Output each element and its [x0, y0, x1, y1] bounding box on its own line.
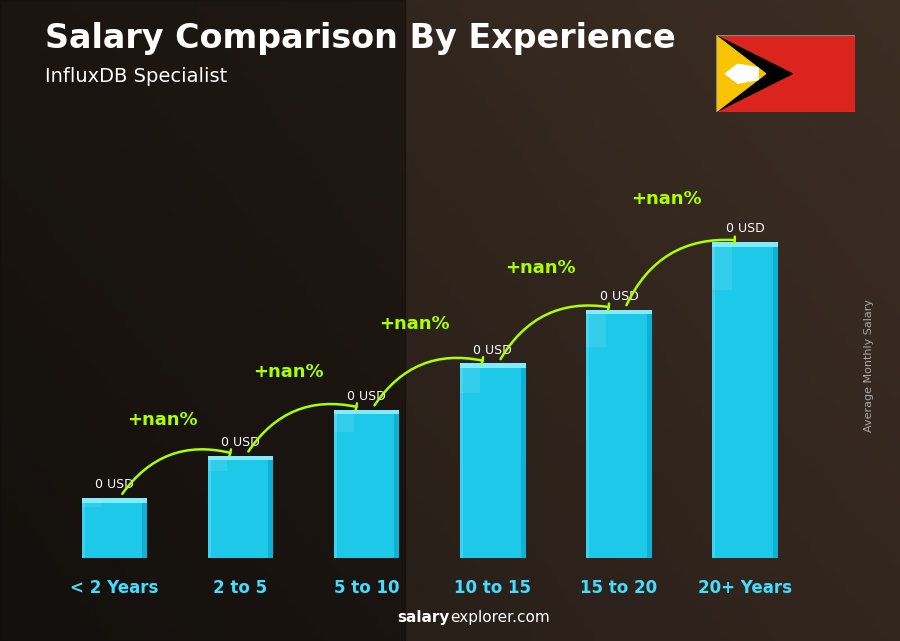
Text: < 2 Years: < 2 Years [70, 579, 158, 597]
Polygon shape [716, 35, 792, 112]
Text: Salary Comparison By Experience: Salary Comparison By Experience [45, 22, 676, 55]
Bar [334, 410, 354, 432]
Bar [586, 310, 590, 558]
Bar [712, 242, 732, 290]
Bar [586, 310, 652, 558]
Bar [82, 498, 148, 558]
Bar [460, 363, 464, 558]
Bar [208, 456, 228, 471]
Text: 10 to 15: 10 to 15 [454, 579, 531, 597]
Text: +nan%: +nan% [379, 315, 450, 333]
Bar [334, 410, 400, 414]
Bar [334, 410, 400, 558]
Bar [82, 498, 148, 503]
Text: 0 USD: 0 USD [599, 290, 638, 303]
Bar [268, 456, 274, 558]
Text: 2 to 5: 2 to 5 [213, 579, 267, 597]
Text: InfluxDB Specialist: InfluxDB Specialist [45, 67, 227, 87]
Bar [460, 363, 526, 368]
Text: +nan%: +nan% [632, 190, 702, 208]
Text: 0 USD: 0 USD [347, 390, 386, 403]
Text: salary: salary [398, 610, 450, 625]
Text: +nan%: +nan% [127, 411, 198, 429]
Bar [773, 242, 778, 558]
Bar [334, 410, 337, 558]
Bar [520, 363, 526, 558]
Bar [208, 456, 211, 558]
Bar [586, 310, 606, 347]
Bar [208, 456, 274, 460]
Bar [712, 242, 778, 558]
Bar [647, 310, 652, 558]
Text: 15 to 20: 15 to 20 [580, 579, 658, 597]
Polygon shape [716, 35, 766, 112]
Bar [394, 410, 400, 558]
Bar [0, 0, 405, 641]
Bar [208, 456, 274, 558]
Bar [142, 498, 148, 558]
Text: +nan%: +nan% [506, 259, 576, 277]
Text: 0 USD: 0 USD [725, 222, 764, 235]
Text: Average Monthly Salary: Average Monthly Salary [863, 299, 874, 432]
Text: +nan%: +nan% [253, 363, 324, 381]
Bar [460, 363, 526, 558]
Text: 0 USD: 0 USD [473, 344, 512, 356]
Text: 5 to 10: 5 to 10 [334, 579, 400, 597]
Bar [586, 310, 652, 314]
Text: 0 USD: 0 USD [95, 478, 134, 491]
Bar [460, 363, 480, 392]
Text: 0 USD: 0 USD [221, 436, 260, 449]
Text: explorer.com: explorer.com [450, 610, 550, 625]
Bar [82, 498, 102, 507]
Bar [82, 498, 85, 558]
Text: 20+ Years: 20+ Years [698, 579, 792, 597]
Bar [712, 242, 778, 247]
Bar [712, 242, 716, 558]
